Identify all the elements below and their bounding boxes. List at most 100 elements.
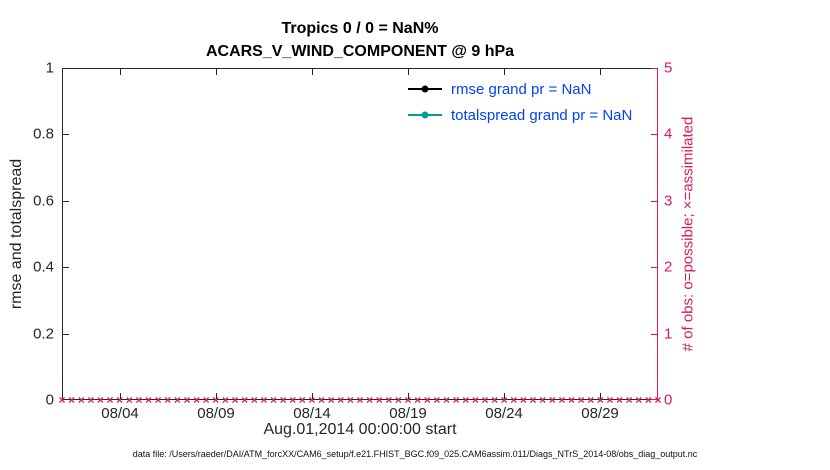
y-tick-left: [63, 134, 69, 135]
y-tick-right: [651, 267, 657, 268]
obs-assimilated-marker: ×: [58, 392, 66, 407]
obs-assimilated-marker: ×: [154, 392, 162, 407]
x-tick-bottom: [600, 393, 601, 399]
obs-assimilated-marker: ×: [221, 392, 229, 407]
y-tick-label-right: 3: [664, 192, 673, 210]
x-tick-label: 08/04: [101, 405, 139, 422]
y-tick-left: [63, 68, 69, 69]
x-tick-label: 08/29: [581, 405, 619, 422]
legend-item-totalspread: totalspread grand pr = NaN: [408, 102, 632, 128]
right-axis-label: # of obs: o=possible; ×=assimilated: [679, 116, 697, 352]
obs-assimilated-marker: ×: [433, 392, 441, 407]
obs-assimilated-marker: ×: [587, 392, 595, 407]
rmse-line-sample: [408, 85, 442, 93]
x-tick-bottom: [504, 393, 505, 399]
obs-assimilated-marker: ×: [68, 392, 76, 407]
obs-assimilated-marker: ×: [577, 392, 585, 407]
obs-assimilated-marker: ×: [135, 392, 143, 407]
x-tick-label: 08/19: [389, 405, 427, 422]
obs-assimilated-marker: ×: [318, 392, 326, 407]
obs-assimilated-marker: ×: [635, 392, 643, 407]
y-tick-right: [651, 334, 657, 335]
legend-item-rmse: rmse grand pr = NaN: [408, 76, 632, 102]
obs-assimilated-marker: ×: [596, 392, 604, 407]
y-tick-right: [651, 134, 657, 135]
obs-assimilated-marker: ×: [644, 392, 652, 407]
obs-assimilated-marker: ×: [654, 392, 662, 407]
y-tick-label-left: 1: [45, 59, 54, 77]
left-axis-label: rmse and totalspread: [8, 158, 25, 310]
x-tick-label: 08/24: [485, 405, 523, 422]
y-tick-label-right: 2: [664, 258, 673, 276]
y-tick-label-right: 0: [664, 391, 673, 409]
obs-assimilated-marker: ×: [308, 392, 316, 407]
y-tick-right: [651, 399, 657, 400]
y-tick-left: [63, 267, 69, 268]
x-tick-top: [120, 69, 121, 75]
obs-assimilated-marker: ×: [269, 392, 277, 407]
obs-assimilated-marker: ×: [212, 392, 220, 407]
x-axis-label: Aug.01,2014 00:00:00 start: [263, 421, 457, 438]
x-tick-label: 08/09: [197, 405, 235, 422]
y-tick-label-left: 0.6: [33, 192, 54, 210]
y-tick-right: [651, 68, 657, 69]
legend: rmse grand pr = NaN totalspread grand pr…: [408, 76, 632, 128]
x-tick-top: [504, 69, 505, 75]
y-tick-label-left: 0.8: [33, 125, 54, 143]
obs-assimilated-marker: ×: [481, 392, 489, 407]
obs-assimilated-marker: ×: [337, 392, 345, 407]
rmse-marker-dot: [421, 85, 429, 93]
obs-assimilated-marker: ×: [452, 392, 460, 407]
totalspread-line-sample: [408, 111, 442, 119]
obs-assimilated-marker: ×: [548, 392, 556, 407]
y-tick-label-left: 0.2: [33, 325, 54, 343]
obs-assimilated-marker: ×: [106, 392, 114, 407]
obs-assimilated-marker: ×: [250, 392, 258, 407]
obs-assimilated-marker: ×: [241, 392, 249, 407]
x-tick-top: [216, 69, 217, 75]
y-tick-left: [63, 334, 69, 335]
obs-assimilated-marker: ×: [423, 392, 431, 407]
obs-assimilated-marker: ×: [394, 392, 402, 407]
obs-assimilated-marker: ×: [625, 392, 633, 407]
x-tick-label: 08/14: [293, 405, 331, 422]
obs-assimilated-marker: ×: [289, 392, 297, 407]
plot-title-line1: Tropics 0 / 0 = NaN%: [281, 20, 439, 37]
obs-assimilated-marker: ×: [519, 392, 527, 407]
obs-assimilated-marker: ×: [145, 392, 153, 407]
obs-assimilated-marker: ×: [510, 392, 518, 407]
obs-assimilated-marker: ×: [77, 392, 85, 407]
y-tick-label-right: 4: [664, 125, 673, 143]
obs-assimilated-marker: ×: [125, 392, 133, 407]
obs-assimilated-marker: ×: [385, 392, 393, 407]
obs-assimilated-marker: ×: [366, 392, 374, 407]
obs-assimilated-marker: ×: [96, 392, 104, 407]
obs-assimilated-marker: ×: [260, 392, 268, 407]
obs-assimilated-marker: ×: [558, 392, 566, 407]
obs-assimilated-marker: ×: [231, 392, 239, 407]
obs-assimilated-marker: ×: [414, 392, 422, 407]
obs-assimilated-marker: ×: [491, 392, 499, 407]
obs-assimilated-marker: ×: [298, 392, 306, 407]
x-tick-bottom: [216, 393, 217, 399]
x-tick-top: [312, 69, 313, 75]
x-tick-bottom: [120, 393, 121, 399]
obs-assimilated-marker: ×: [471, 392, 479, 407]
plot-title-line2: ACARS_V_WIND_COMPONENT @ 9 hPa: [205, 43, 515, 60]
obs-assimilated-marker: ×: [539, 392, 547, 407]
obs-assimilated-marker: ×: [375, 392, 383, 407]
totalspread-marker-dot: [421, 111, 429, 119]
legend-label-totalspread: totalspread grand pr = NaN: [451, 106, 633, 124]
obs-assimilated-marker: ×: [462, 392, 470, 407]
y-tick-label-right: 5: [664, 59, 673, 77]
obs-assimilated-marker: ×: [173, 392, 181, 407]
obs-assimilated-marker: ×: [164, 392, 172, 407]
x-tick-top: [408, 69, 409, 75]
data-file-footer: data file: /Users/raeder/DAI/ATM_forcXX/…: [132, 449, 698, 459]
y-tick-label-right: 1: [664, 325, 673, 343]
y-tick-label-left: 0.4: [33, 258, 54, 276]
obs-assimilated-marker: ×: [500, 392, 508, 407]
x-tick-bottom: [408, 393, 409, 399]
y-tick-left: [63, 399, 69, 400]
